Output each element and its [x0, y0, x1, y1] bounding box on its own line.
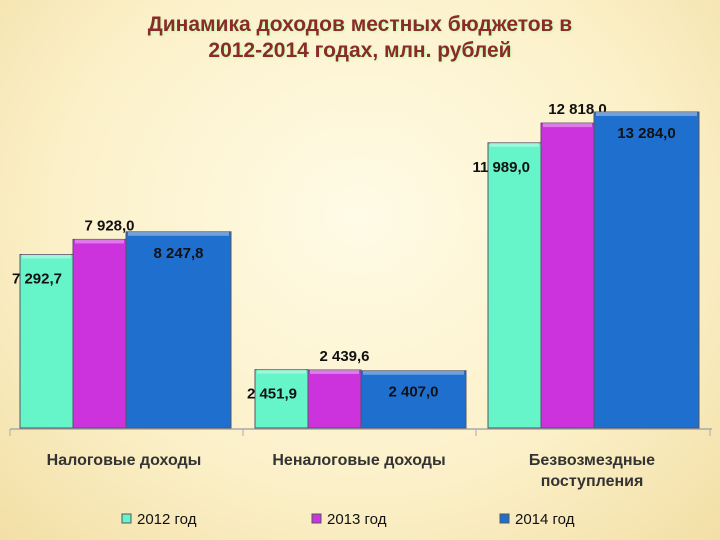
- bar-highlight: [75, 239, 124, 244]
- bar: [19, 254, 74, 429]
- data-label: 13 284,0: [617, 125, 675, 142]
- bar-highlight: [490, 142, 539, 147]
- legend-label: 2012 год: [137, 511, 197, 528]
- legend-swatch: [121, 513, 132, 524]
- legend-label: 2014 год: [515, 511, 575, 528]
- bar: [72, 238, 127, 429]
- data-label: 2 407,0: [388, 384, 438, 401]
- bar: [487, 142, 542, 429]
- data-label: 2 439,6: [319, 348, 369, 365]
- bar: [125, 231, 232, 429]
- bar: [540, 122, 595, 429]
- bar: [254, 369, 309, 429]
- data-label: 2 451,9: [247, 386, 297, 403]
- data-label: 11 989,0: [472, 159, 530, 176]
- data-label: 12 818,0: [548, 101, 606, 118]
- bar-highlight: [257, 369, 306, 374]
- chart-title: Динамика доходов местных бюджетов в 2012…: [147, 13, 573, 62]
- bar-highlight: [128, 231, 229, 236]
- data-label: 7 928,0: [84, 217, 134, 234]
- bar-highlight: [22, 254, 71, 259]
- bar-highlight: [363, 370, 464, 375]
- x-tick-label: Неналоговые доходы: [272, 452, 446, 469]
- bar-highlight: [596, 112, 697, 116]
- legend-swatch: [311, 513, 322, 524]
- legend-label: 2013 год: [327, 511, 387, 528]
- legend-swatch: [499, 513, 510, 524]
- x-tick-label: Налоговые доходы: [46, 452, 202, 469]
- bar-highlight: [543, 123, 592, 128]
- bar: [307, 369, 362, 429]
- data-label: 7 292,7: [12, 270, 62, 287]
- bar: [593, 111, 700, 429]
- data-label: 8 247,8: [153, 245, 203, 262]
- bar-highlight: [310, 369, 359, 374]
- x-tick-label: Безвозмездные поступления: [528, 452, 656, 490]
- bar: [360, 370, 467, 429]
